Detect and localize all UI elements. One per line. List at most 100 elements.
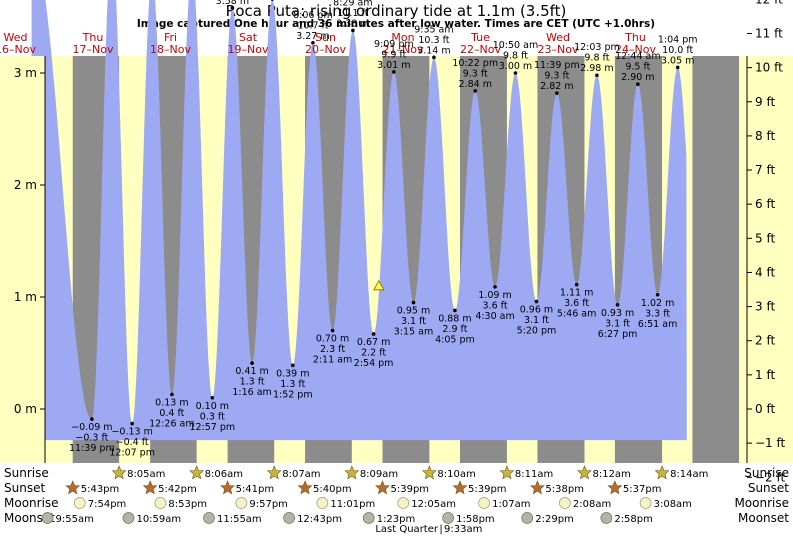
water-area xyxy=(31,0,687,441)
tide-point xyxy=(391,70,396,74)
left-tick-label: 0 m xyxy=(14,402,37,416)
event-time: 11:55am xyxy=(217,514,262,525)
row-label-right: Sunrise xyxy=(744,466,789,480)
right-tick-label: 9 ft xyxy=(755,95,775,109)
right-tick-label: −2 ft xyxy=(755,470,786,484)
moonrise-icon xyxy=(559,497,571,509)
low-tide-label: 12:07 pm xyxy=(109,448,155,459)
sunset-star-icon xyxy=(607,480,623,495)
high-tide-label: 2.90 m xyxy=(621,72,654,83)
event-time: 8:12am xyxy=(592,469,630,480)
high-tide-label: 9:35 am xyxy=(414,24,453,35)
low-tide-label: 2:54 pm xyxy=(354,358,394,369)
low-tide-label: 2.3 ft xyxy=(320,344,345,355)
event-time: 2:58pm xyxy=(614,514,653,525)
day-weekday: Mon xyxy=(391,31,414,44)
high-tide-label: 10:22 pm xyxy=(452,58,498,69)
tide-point xyxy=(453,308,457,313)
event-time: 7:54pm xyxy=(88,499,127,510)
day-date: 22–Nov xyxy=(460,43,501,56)
chart-subtitle: Image captured One hour and 36 minutes a… xyxy=(137,18,655,30)
day-weekday: Sat xyxy=(239,31,258,44)
tide-point xyxy=(636,82,640,86)
high-tide-label: 3.00 m xyxy=(499,61,532,72)
tide-point xyxy=(170,392,174,397)
axes: 0 m1 m2 m3 m4 m−2 ft−1 ft0 ft1 ft2 ft3 f… xyxy=(0,0,793,484)
row-label-left: Sunset xyxy=(4,481,45,495)
tide-point xyxy=(351,28,355,33)
low-tide-label: 5:20 pm xyxy=(517,325,557,336)
right-tick-label: 0 ft xyxy=(755,402,775,416)
high-tide-label: 2.82 m xyxy=(540,81,573,92)
low-tide-label: 3.3 ft xyxy=(645,308,670,319)
low-tide-label: 6:51 am xyxy=(638,319,677,330)
row-label-right: Moonset xyxy=(738,511,789,525)
day-weekday: Fri xyxy=(164,31,177,44)
high-tide-label: 11:39 pm xyxy=(534,60,580,71)
moonset-icon xyxy=(41,512,54,524)
event-time: 1:58pm xyxy=(456,514,495,525)
high-tide-label: 9.8 ft xyxy=(503,51,528,62)
low-tide-label: 2.2 ft xyxy=(361,347,386,358)
day-date: 18–Nov xyxy=(150,43,191,56)
moonrise-icon xyxy=(235,497,248,509)
day-date: 20–Nov xyxy=(305,43,346,56)
low-tide-label: 2:11 am xyxy=(313,355,352,366)
moonset-icon xyxy=(362,512,375,524)
event-time: 8:10am xyxy=(437,469,475,480)
low-tide-label: −0.09 m xyxy=(71,422,112,433)
sunrise-star-icon xyxy=(654,465,670,480)
high-tide-label: 9.3 ft xyxy=(463,68,488,79)
right-tick-label: 2 ft xyxy=(755,334,775,348)
right-tick-label: 10 ft xyxy=(755,61,783,75)
moonrise-icon xyxy=(73,497,86,509)
moonset-icon xyxy=(600,512,613,524)
moon-phase-label: Last Quarter | 9:33am xyxy=(375,524,482,535)
low-tide-label: 1:52 pm xyxy=(273,389,313,400)
event-time: 8:06am xyxy=(205,469,243,480)
day-date: 24–Nov xyxy=(615,43,656,56)
tide-point xyxy=(270,0,274,1)
high-tide-label: 12:03 pm xyxy=(574,42,620,53)
event-time: 5:38pm xyxy=(545,484,584,495)
low-tide-label: 0.3 ft xyxy=(200,411,225,422)
event-time: 2:08am xyxy=(573,499,611,510)
low-tide-label: 4:05 pm xyxy=(435,334,475,345)
day-weekday: Wed xyxy=(4,31,28,44)
day-weekday: Wed xyxy=(546,31,570,44)
moon-phase-time: 9:33am xyxy=(444,524,482,535)
tide-point xyxy=(130,421,134,426)
low-tide-label: 1.02 m xyxy=(641,298,674,309)
night-band xyxy=(692,56,740,463)
high-tide-label: 10:50 am xyxy=(493,40,538,51)
low-tide-label: 0.67 m xyxy=(357,337,390,348)
right-tick-label: −1 ft xyxy=(755,436,786,450)
event-time: 1:07am xyxy=(492,499,530,510)
right-tick-label: 7 ft xyxy=(755,163,775,177)
low-tide-label: −0.4 ft xyxy=(116,437,149,448)
high-tide-label: 12:44 am xyxy=(615,51,660,62)
low-tide-label: 1.09 m xyxy=(478,290,511,301)
row-label-left: Moonrise xyxy=(4,496,59,510)
row-label-left: Sunrise xyxy=(4,466,49,480)
tide-point xyxy=(432,55,436,60)
event-time: 3:08am xyxy=(654,499,692,510)
tide-point xyxy=(675,65,680,70)
event-time: 10:59am xyxy=(136,514,181,525)
high-tide-label: 1:04 pm xyxy=(658,34,698,45)
left-tick-label: 3 m xyxy=(14,66,37,80)
low-tide-label: 6:27 pm xyxy=(598,329,638,340)
high-tide-label: 9:09 pm xyxy=(374,39,414,50)
sunset-star-icon xyxy=(297,480,313,495)
low-tide-label: 12:57 pm xyxy=(189,422,235,433)
low-tide-label: 0.4 ft xyxy=(159,408,184,419)
low-tide-label: 11:39 pm xyxy=(69,443,115,454)
low-tide-label: 3:15 am xyxy=(394,327,433,338)
high-tide-label: 10.3 ft xyxy=(418,35,449,46)
tide-point xyxy=(371,332,376,336)
low-tide-label: 3.6 ft xyxy=(564,298,589,309)
sunset-star-icon xyxy=(452,480,468,495)
chart-title: Roca Puta: rising ordinary tide at 1.1m … xyxy=(226,2,567,20)
day-date: 16–Nov xyxy=(0,43,36,56)
event-time: 12:43pm xyxy=(297,514,342,525)
